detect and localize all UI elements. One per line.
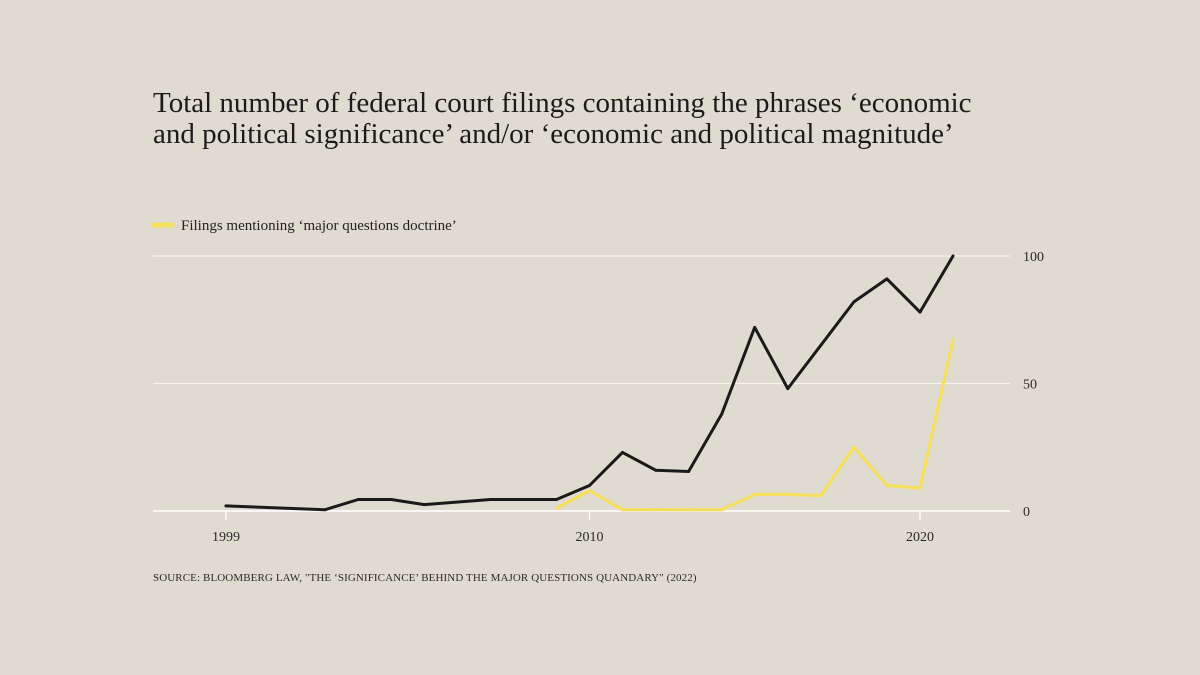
data-point-mqd (918, 486, 922, 490)
data-point-total (852, 300, 856, 304)
y-tick-label: 100 (1023, 250, 1044, 265)
data-point-total (621, 451, 624, 454)
data-point-mqd (753, 493, 757, 496)
data-point-total (555, 498, 558, 501)
legend: Filings mentioning ‘major questions doct… (150, 218, 457, 234)
chart-title-line-2: and political significance’ and/or ‘econ… (153, 118, 954, 150)
y-tick-label: 50 (1023, 378, 1037, 393)
data-point-total (819, 343, 823, 347)
data-point-total (224, 504, 228, 508)
gridlines (153, 255, 1010, 512)
series-lines (224, 254, 955, 512)
x-tick-label: 2020 (906, 530, 934, 545)
chart-title-line-1: Total number of federal court filings co… (153, 87, 972, 119)
data-point-total (422, 503, 426, 506)
data-point-mqd (951, 338, 955, 342)
data-point-mqd (786, 493, 790, 496)
x-tick-label: 1999 (212, 530, 240, 545)
data-point-mqd (852, 445, 856, 449)
data-point-total (786, 387, 790, 390)
data-point-mqd (687, 508, 690, 512)
data-point-mqd (885, 484, 889, 487)
data-point-mqd (555, 507, 558, 510)
data-point-total (885, 277, 889, 281)
data-point-mqd (720, 508, 724, 512)
data-point-total (654, 468, 657, 472)
series-line-total (224, 254, 955, 512)
data-point-total (720, 412, 724, 416)
data-point-mqd (621, 508, 624, 512)
y-axis-labels: 0 50 100 (1023, 250, 1044, 520)
data-point-total (489, 498, 492, 501)
data-point-total (918, 310, 922, 314)
data-point-total (687, 470, 690, 473)
data-point-total (522, 498, 525, 501)
series-line-mqd (554, 338, 955, 512)
data-point-total (753, 326, 757, 329)
x-tick-label: 2010 (576, 530, 604, 545)
x-axis-labels: 1999 2010 2020 (212, 530, 934, 545)
data-point-total (356, 498, 360, 501)
legend-label-mqd: Filings mentioning ‘major questions doct… (181, 218, 457, 234)
x-axis-ticks (225, 511, 921, 520)
source-note: SOURCE: BLOOMBERG LAW, "THE ‘SIGNIFICANC… (153, 572, 697, 584)
data-point-total (588, 484, 591, 487)
data-point-mqd (588, 489, 591, 492)
data-point-mqd (654, 508, 657, 512)
data-point-total (389, 498, 393, 501)
data-point-mqd (819, 494, 823, 498)
data-point-total (951, 254, 955, 258)
data-point-total (323, 508, 327, 512)
chart-title: Total number of federal court filings co… (153, 88, 1053, 150)
y-tick-label: 0 (1023, 505, 1030, 520)
